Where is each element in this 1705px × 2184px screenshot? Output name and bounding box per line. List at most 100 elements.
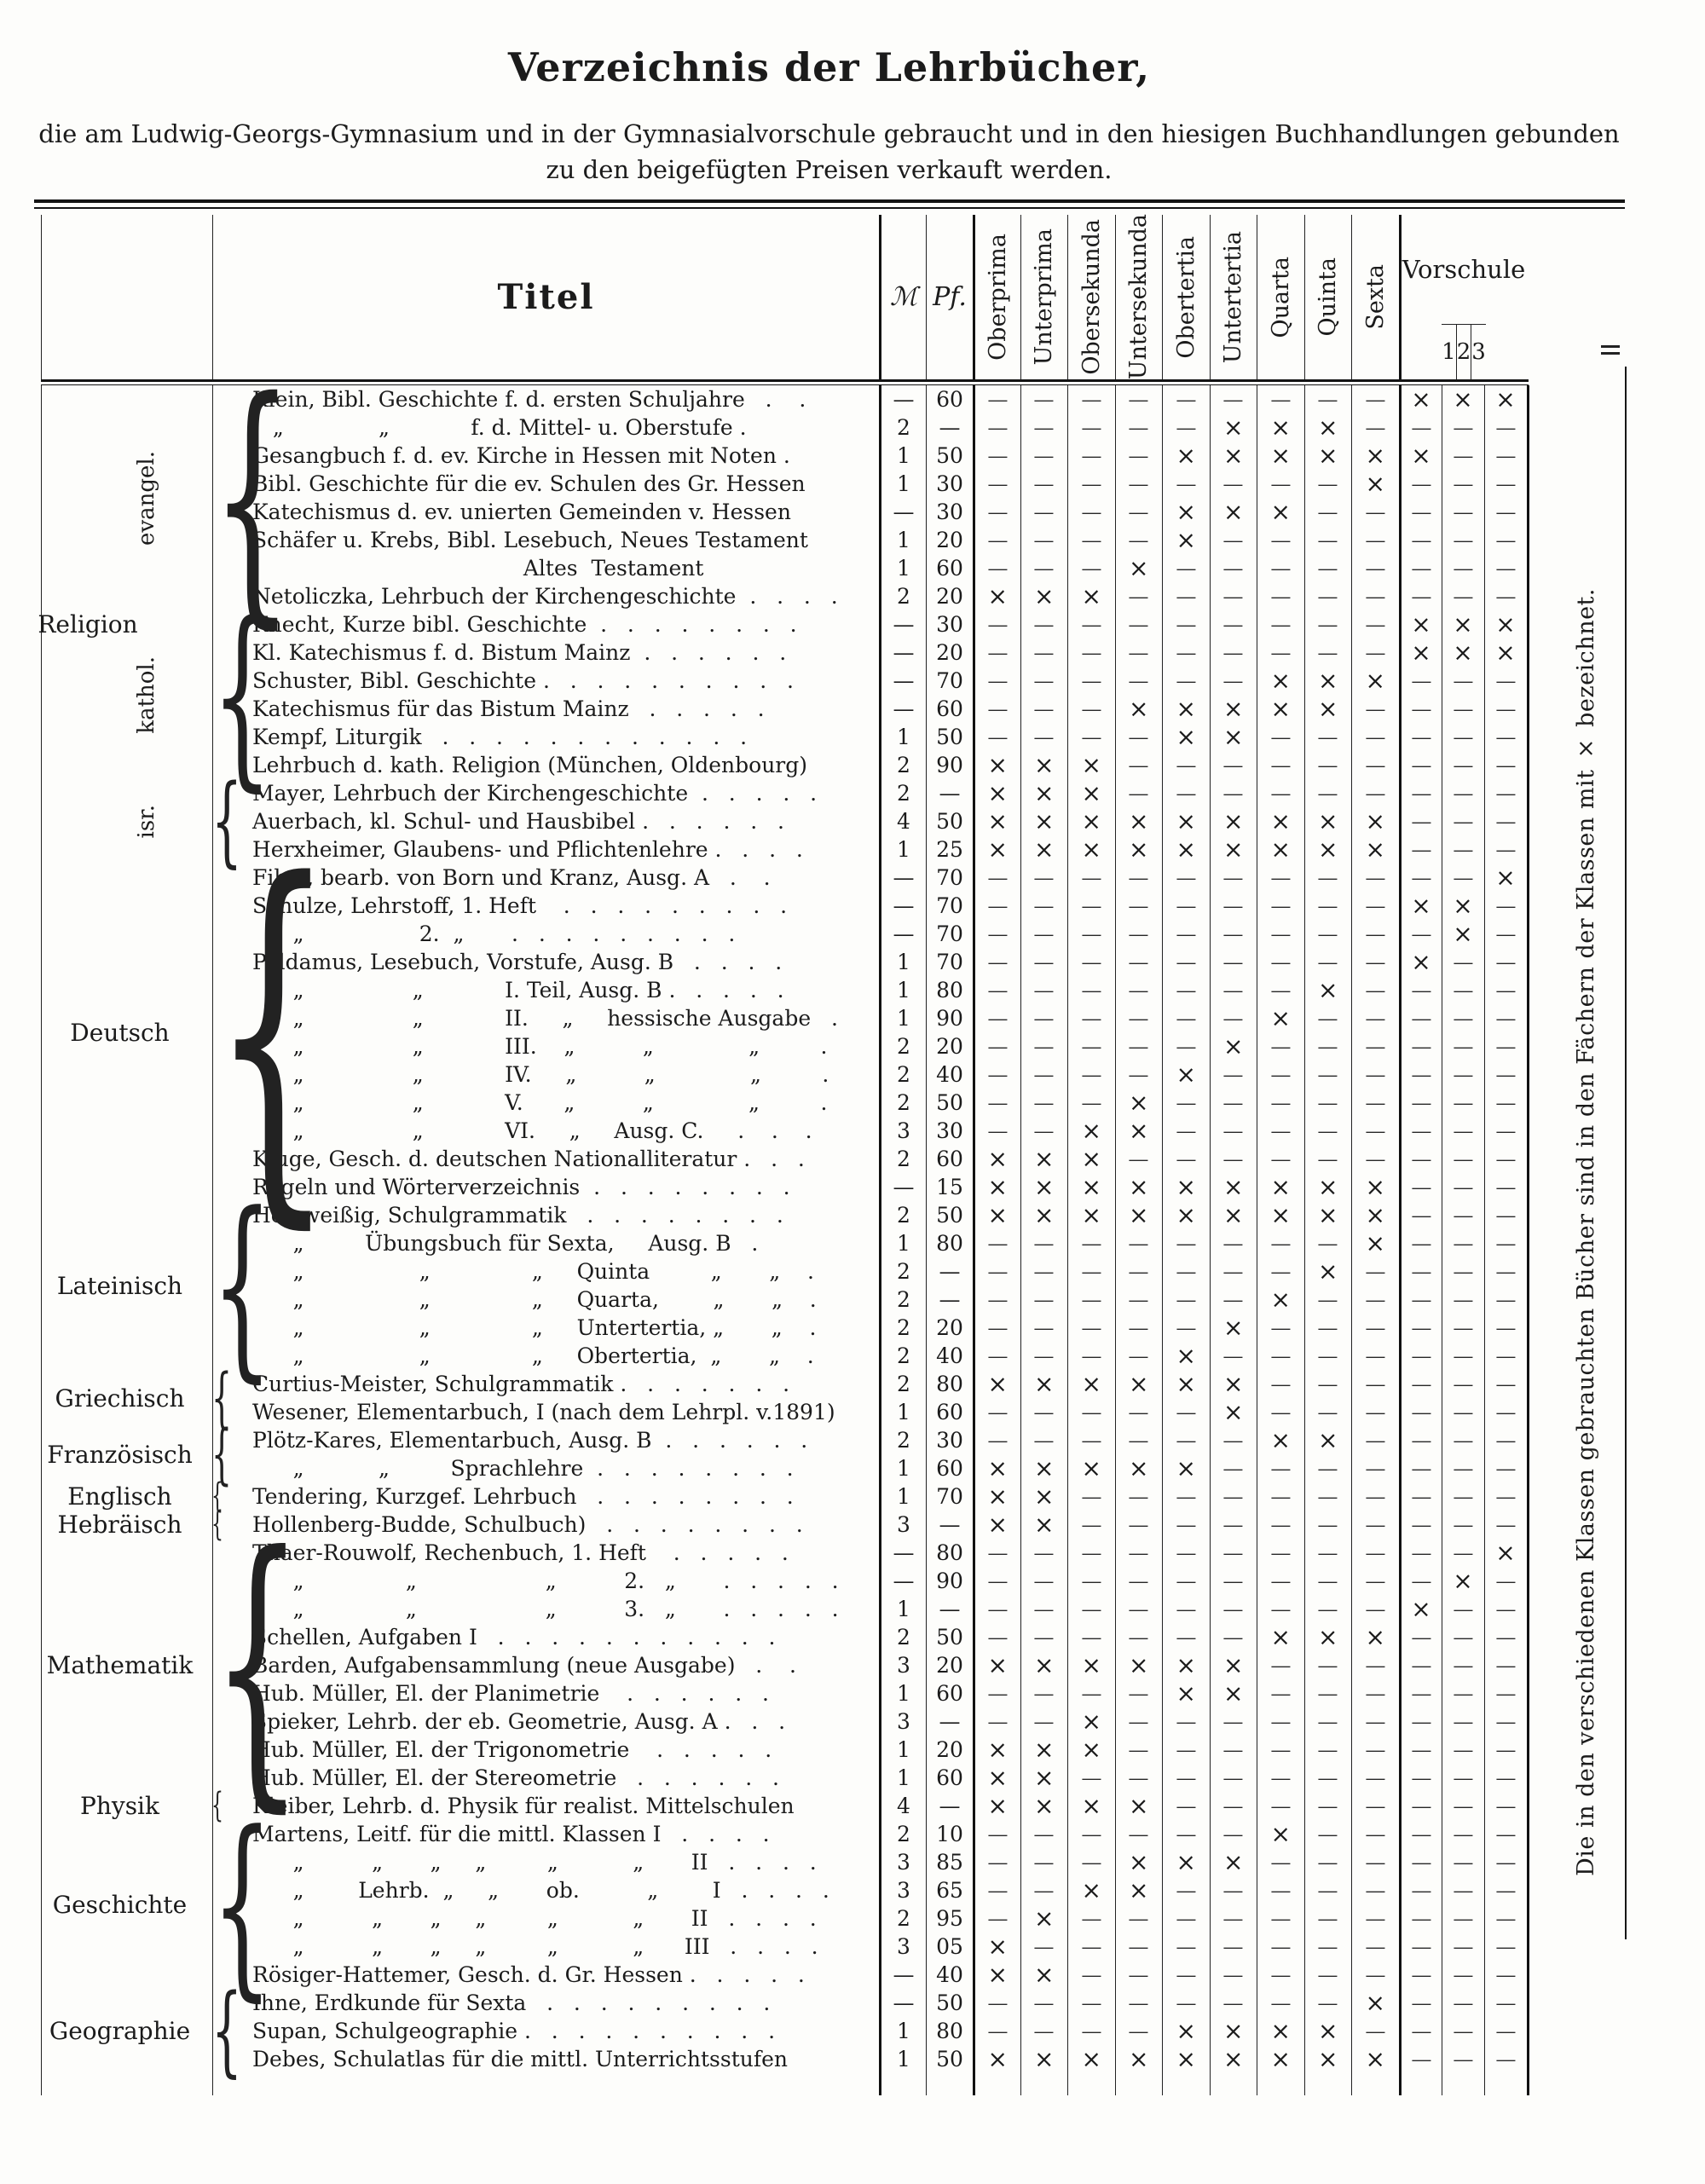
dash-mark: —	[1081, 670, 1102, 691]
table-row: Paldamus, Lesebuch, Vorstufe, Ausg. B . …	[42, 948, 1527, 976]
mark-cell: —	[1162, 1820, 1210, 1848]
used-mark-cell: ×	[1020, 1173, 1068, 1201]
mark-cell: —	[1067, 1032, 1115, 1060]
mark-cell: —	[1162, 976, 1210, 1004]
subject-gutter-cell	[42, 892, 212, 920]
used-mark-cell: ×	[1020, 1201, 1068, 1229]
mark-cell: —	[1162, 1482, 1210, 1511]
dash-mark: —	[1410, 698, 1432, 719]
dash-mark: —	[987, 1992, 1009, 2014]
mark-cell: —	[1114, 976, 1163, 1004]
row-title: „ „ „ „ „ „ II . . . .	[212, 1848, 879, 1876]
mark-cell: —	[1303, 610, 1352, 638]
mark-cell: —	[1398, 1904, 1442, 1933]
dash-mark: —	[1365, 1345, 1386, 1366]
x-mark: ×	[1365, 1201, 1385, 1229]
dash-mark: —	[1494, 1373, 1517, 1395]
x-mark: ×	[1129, 1089, 1149, 1117]
mark-cell: —	[1398, 1201, 1442, 1229]
mark-cell: —	[1020, 1933, 1068, 1961]
mark-cell: —	[973, 864, 1020, 892]
price-mark: 3	[879, 1876, 926, 1904]
mark-cell: —	[1209, 864, 1257, 892]
row-title: Knecht, Kurze bibl. Geschichte . . . . .…	[212, 610, 879, 638]
price-mark: 3	[879, 1651, 926, 1679]
table-row: Regeln und Wörterverzeichnis . . . . . .…	[42, 1173, 1527, 1201]
dash-mark: —	[1410, 1683, 1432, 1704]
dash-mark: —	[1452, 1711, 1474, 1732]
x-mark: ×	[1223, 498, 1244, 526]
price-pfennig: 60	[926, 1145, 973, 1173]
mark-cell: —	[1398, 835, 1442, 864]
mark-cell: —	[1257, 1567, 1304, 1595]
mark-cell: —	[1483, 470, 1527, 498]
x-mark: ×	[1365, 807, 1385, 835]
subject-gutter-cell	[42, 1201, 212, 1229]
subject-gutter-cell	[42, 526, 212, 554]
dash-mark: —	[1452, 1880, 1474, 1901]
mark-cell: —	[1114, 1229, 1163, 1257]
mark-cell: —	[1351, 638, 1399, 667]
used-mark-cell: ×	[973, 1792, 1020, 1820]
mark-cell: —	[1020, 864, 1068, 892]
mark-cell: —	[1209, 1511, 1257, 1539]
x-mark: ×	[987, 1933, 1008, 1961]
dash-mark: —	[1410, 1964, 1432, 1985]
x-mark: ×	[1081, 582, 1101, 610]
mark-cell: —	[1441, 1792, 1484, 1820]
dash-mark: —	[1128, 1598, 1149, 1620]
used-mark-cell: ×	[1020, 1961, 1068, 1989]
dash-mark: —	[1317, 1823, 1338, 1845]
mark-cell: —	[1209, 1342, 1257, 1370]
price-pfennig: 50	[926, 1201, 973, 1229]
dash-mark: —	[1317, 586, 1338, 607]
used-mark-cell: ×	[1303, 1257, 1352, 1286]
dash-mark: —	[1128, 614, 1149, 635]
mark-cell: —	[1020, 1342, 1068, 1370]
dash-mark: —	[1452, 951, 1474, 973]
x-mark: ×	[1081, 1707, 1101, 1736]
used-mark-cell: ×	[1209, 835, 1257, 864]
price-mark: 2	[879, 582, 926, 610]
used-mark-cell: ×	[1020, 1736, 1068, 1764]
x-mark: ×	[987, 835, 1008, 864]
table-row: Rösiger-Hattemer, Gesch. d. Gr. Hessen .…	[42, 1961, 1527, 1989]
dash-mark: —	[1128, 1992, 1149, 2014]
mark-cell: —	[1114, 1904, 1163, 1933]
dash-mark: —	[1452, 1120, 1474, 1141]
dash-mark: —	[1176, 1964, 1197, 1985]
dash-mark: —	[1270, 529, 1292, 551]
mark-cell: —	[1209, 526, 1257, 554]
used-mark-cell: ×	[1351, 835, 1399, 864]
x-mark: ×	[1129, 1454, 1149, 1482]
mark-cell: —	[973, 1623, 1020, 1651]
dash-mark: —	[1128, 1514, 1149, 1535]
dash-mark: —	[1270, 895, 1292, 916]
dash-mark: —	[1494, 1120, 1517, 1141]
dash-mark: —	[1176, 558, 1197, 579]
dash-mark: —	[1494, 501, 1517, 523]
dash-mark: —	[1128, 1626, 1149, 1648]
dash-mark: —	[1452, 1148, 1474, 1170]
dash-mark: —	[1222, 1430, 1244, 1451]
x-mark: ×	[1176, 723, 1196, 751]
x-mark: ×	[1081, 1876, 1101, 1904]
dash-mark: —	[1081, 698, 1102, 719]
dash-mark: —	[1176, 1092, 1197, 1113]
dash-mark: —	[987, 1233, 1009, 1254]
row-title: Netoliczka, Lehrbuch der Kirchengeschich…	[212, 582, 879, 610]
dash-mark: —	[1128, 417, 1149, 438]
x-mark: ×	[987, 779, 1008, 807]
mark-cell: —	[1162, 1567, 1210, 1595]
x-mark: ×	[1223, 695, 1244, 723]
mark-cell: —	[1398, 2017, 1442, 2045]
class-col-label: Untertertia	[1220, 230, 1247, 364]
mark-cell: —	[1114, 1426, 1163, 1454]
price-mark: —	[879, 1539, 926, 1567]
row-title: „ „ „ 2. „ . . . . .	[212, 1567, 879, 1595]
price-mark: 1	[879, 526, 926, 554]
dash-mark: —	[1452, 1233, 1474, 1254]
mark-cell: —	[1441, 1089, 1484, 1117]
dash-mark: —	[1176, 1795, 1197, 1817]
subject-gutter-cell	[42, 1145, 212, 1173]
